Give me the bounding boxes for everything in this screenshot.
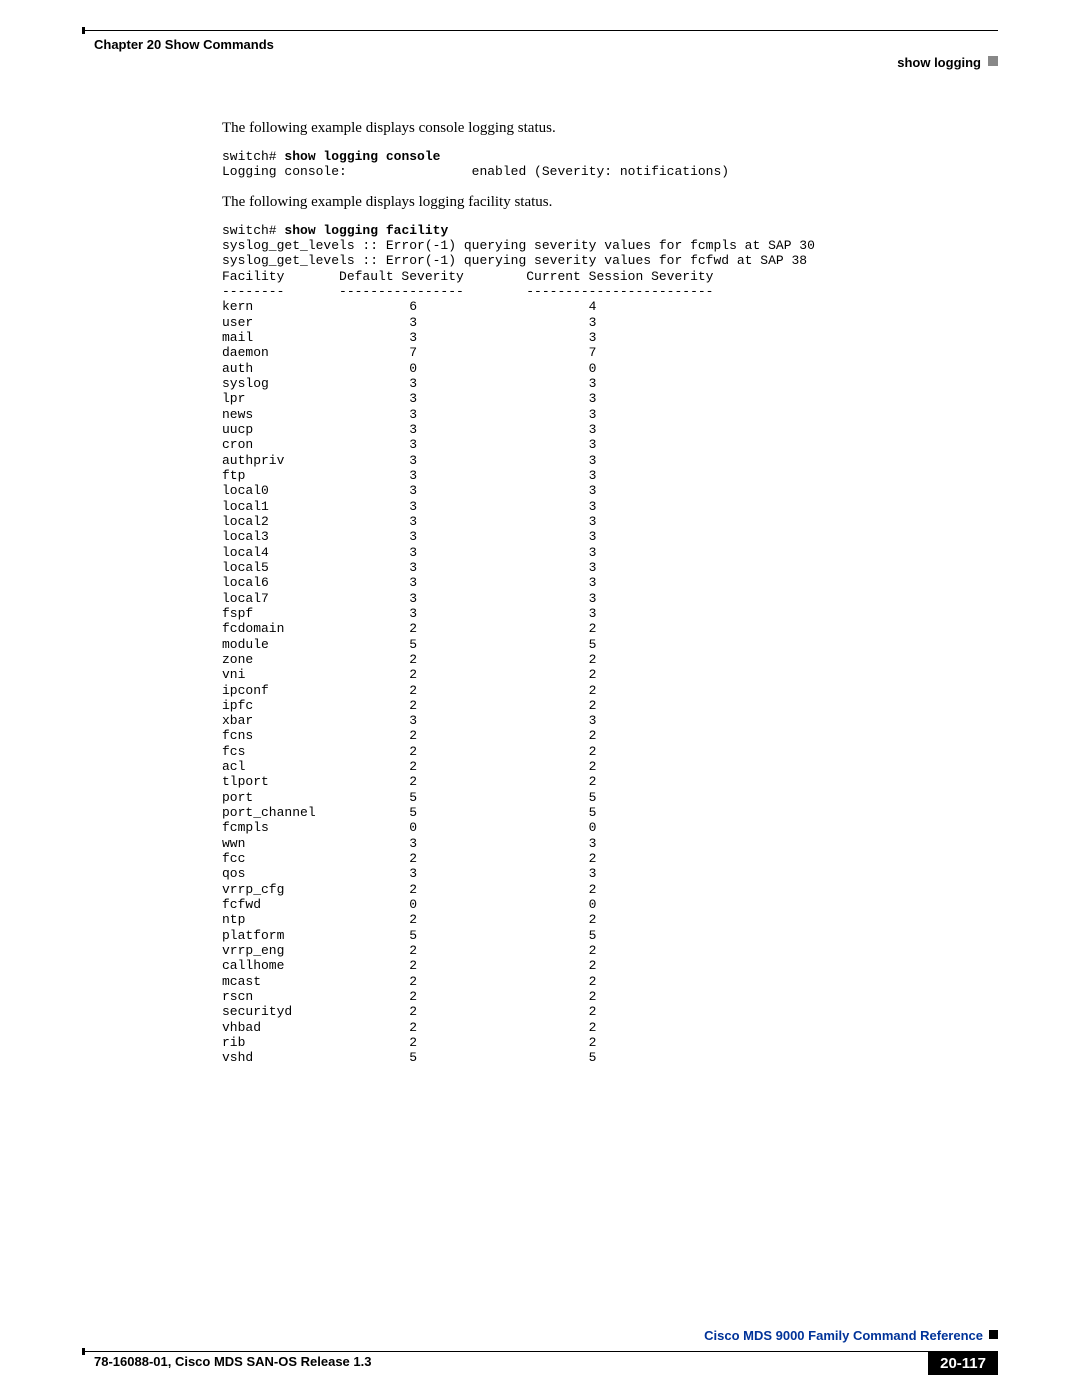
section1-code: switch# show logging console Logging con… <box>222 149 1002 180</box>
footer-marker-left <box>82 1348 85 1355</box>
header-rule <box>82 30 998 31</box>
release-info: 78-16088-01, Cisco MDS SAN-OS Release 1.… <box>94 1354 371 1369</box>
command: show logging facility <box>284 223 448 238</box>
page-number: 20-117 <box>928 1352 998 1375</box>
footer-marker-right <box>989 1330 998 1339</box>
section2-code: switch# show logging facility syslog_get… <box>222 223 1002 1066</box>
section1-intro: The following example displays console l… <box>222 120 1002 137</box>
prompt: switch# <box>222 223 284 238</box>
footer-rule <box>82 1351 998 1352</box>
prompt: switch# <box>222 149 284 164</box>
chapter-label: Chapter 20 Show Commands <box>94 37 274 52</box>
header-topic: show logging <box>897 55 981 70</box>
output-line: Logging console: enabled (Severity: noti… <box>222 164 729 179</box>
main-content: The following example displays console l… <box>222 120 1002 1080</box>
section2-intro: The following example displays logging f… <box>222 194 1002 211</box>
header-marker <box>82 27 85 34</box>
doc-title: Cisco MDS 9000 Family Command Reference <box>704 1328 983 1343</box>
command: show logging console <box>284 149 440 164</box>
header-topic-marker <box>988 56 998 66</box>
